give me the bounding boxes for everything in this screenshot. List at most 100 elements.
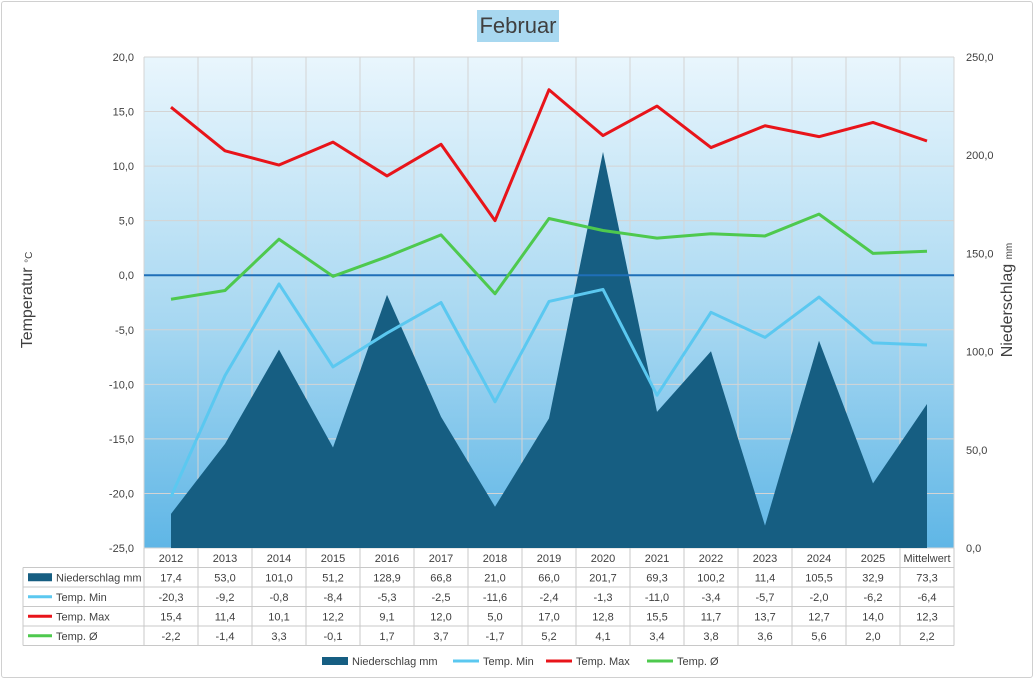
table-cell-value: -0,8	[270, 592, 289, 604]
table-cell-value: 51,2	[322, 572, 343, 584]
chart-title: Februar	[477, 10, 559, 42]
table-cell-value: -1,4	[216, 631, 235, 643]
y-axis-right-ticks: 0,0 50,0 100,0 150,0 200,0 250,0	[966, 52, 994, 555]
table-cell-value: 3,3	[271, 631, 286, 643]
x-tick-label: 2015	[321, 553, 345, 565]
table-cell-value: 3,7	[433, 631, 448, 643]
table-cell-value: -1,7	[486, 631, 505, 643]
table-cell-value: 66,0	[538, 572, 559, 584]
x-tick-label: 2016	[375, 553, 399, 565]
y-tick-left-label: 0,0	[119, 270, 134, 282]
legend-key-area	[322, 657, 348, 665]
table-cell-value: 15,5	[646, 611, 667, 623]
legend-label: Temp. Ø	[677, 656, 719, 668]
table-cell-value: 3,6	[757, 631, 772, 643]
table-cell-value: 15,4	[160, 611, 181, 623]
x-tick-label: 2014	[267, 553, 291, 565]
y-tick-left-label: -20,0	[109, 488, 134, 500]
x-tick-label: 2018	[483, 553, 507, 565]
table-cell-value: 14,0	[862, 611, 883, 623]
table-cell-value: 69,3	[646, 572, 667, 584]
table-cell-value: 2,2	[919, 631, 934, 643]
y-tick-right-label: 200,0	[966, 150, 994, 162]
table-cell-value: -5,3	[378, 592, 397, 604]
temperature-lines-layer	[169, 88, 928, 498]
series-line-2	[170, 88, 928, 223]
legend-label: Temp. Min	[483, 656, 534, 668]
x-tick-label: 2023	[753, 553, 777, 565]
table-cell-value: -6,4	[918, 592, 937, 604]
x-tick-label: 2022	[699, 553, 723, 565]
table-series-name: Temp. Max	[56, 611, 110, 623]
table-cell-value: 5,0	[487, 611, 502, 623]
table-series-name: Niederschlag mm	[56, 572, 142, 584]
x-tick-label: 2025	[861, 553, 885, 565]
y-tick-right-label: 150,0	[966, 248, 994, 260]
y-tick-right-label: 100,0	[966, 347, 994, 359]
table-cell-value: 11,7	[701, 611, 722, 623]
y-tick-left-label: -15,0	[109, 434, 134, 446]
x-tick-label: 2017	[429, 553, 453, 565]
y-tick-right-label: 50,0	[966, 445, 987, 457]
y-tick-left-label: -25,0	[109, 543, 134, 555]
table-cell-value: 66,8	[430, 572, 451, 584]
series-line-3	[170, 212, 928, 301]
table-cell-value: 128,9	[373, 572, 401, 584]
series-line-1	[169, 282, 928, 498]
data-table: 2012 2013 2014 2015 2016 2017 2018 2019 2020 2021…	[22, 548, 955, 646]
table-series-name: Temp. Ø	[56, 631, 98, 643]
y-tick-left-label: -10,0	[109, 379, 134, 391]
table-cell-value: -6,2	[864, 592, 883, 604]
legend-label: Temp. Max	[576, 656, 630, 668]
table-cell-value: -1,3	[594, 592, 613, 604]
x-tick-label: 2021	[645, 553, 669, 565]
table-cell-value: 10,1	[268, 611, 289, 623]
table-cell-value: 73,3	[916, 572, 937, 584]
y-tick-right-label: 0,0	[966, 543, 981, 555]
x-tick-label: 2013	[213, 553, 237, 565]
table-cell-value: -2,0	[810, 592, 829, 604]
table-cell-value: 13,7	[754, 611, 775, 623]
table-cell-value: 3,8	[703, 631, 718, 643]
y-tick-left-label: 5,0	[119, 216, 134, 228]
table-cell-value: -11,0	[645, 592, 669, 604]
table-cell-value: 100,2	[697, 572, 725, 584]
table-cell-value: 1,7	[379, 631, 394, 643]
table-cell-value: 17,4	[160, 572, 181, 584]
table-cell-value: 21,0	[484, 572, 505, 584]
table-cell-value: 5,6	[811, 631, 826, 643]
y-tick-right-label: 250,0	[966, 52, 994, 64]
table-cell-value: 101,0	[265, 572, 293, 584]
table-cell-value: -2,4	[540, 592, 559, 604]
table-cell-value: 12,0	[430, 611, 451, 623]
legend-label: Niederschlag mm	[352, 656, 438, 668]
y-axis-left-ticks: -25,0 -20,0 -15,0 -10,0 -5,0 0,0 5,0 10,0 15,0 20…	[109, 52, 134, 555]
table-cell-value: -5,7	[756, 592, 775, 604]
legend: Niederschlag mm Temp. Min Temp. Max Temp. Ø	[322, 656, 719, 668]
series-area-precipitation	[171, 151, 927, 548]
table-cell-value: 201,7	[589, 572, 617, 584]
y-tick-left-label: 15,0	[113, 107, 134, 119]
table-cell-value: -9,2	[216, 592, 235, 604]
table-cell-value: 17,0	[538, 611, 559, 623]
table-cell-value: 12,3	[916, 611, 937, 623]
table-series-name: Temp. Min	[56, 592, 107, 604]
precipitation-area-layer	[171, 151, 927, 548]
table-cell-value: 12,7	[808, 611, 829, 623]
x-tick-label: 2024	[807, 553, 831, 565]
table-cell-value: 5,2	[541, 631, 556, 643]
y-tick-left-label: 20,0	[113, 52, 134, 64]
x-tick-label: 2012	[159, 553, 183, 565]
table-cell-value: 12,2	[322, 611, 343, 623]
table-cell-value: 11,4	[215, 611, 236, 623]
table-cell-value: 2,0	[865, 631, 880, 643]
y-tick-left-label: -5,0	[115, 325, 134, 337]
table-cell-value: -2,5	[432, 592, 451, 604]
y-tick-left-label: 10,0	[113, 161, 134, 173]
table-cell-value: 53,0	[214, 572, 235, 584]
x-tick-label: Mittelwert	[903, 553, 950, 565]
table-cell-value: -2,2	[162, 631, 181, 643]
table-cell-value: -20,3	[158, 592, 183, 604]
